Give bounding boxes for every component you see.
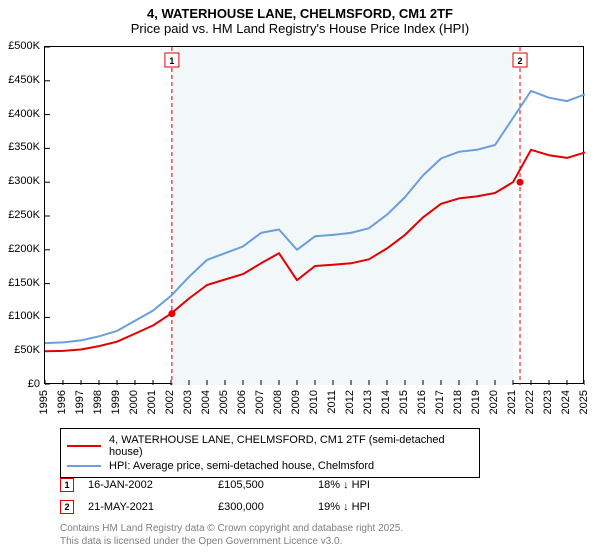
y-tick-label: £150K [8,277,40,289]
y-tick-label: £50K [14,344,40,356]
x-tick-label: 1999 [110,390,122,414]
y-tick-label: £450K [8,74,40,86]
x-tick-label: 2005 [218,390,230,414]
x-tick-label: 1995 [38,390,50,414]
legend-swatch-price-paid [67,445,101,447]
x-tick-label: 2024 [560,390,572,414]
x-tick-label: 2009 [290,390,302,414]
title-line2: Price paid vs. HM Land Registry's House … [0,21,600,36]
x-tick-label: 2000 [128,390,140,414]
legend-row: 4, WATERHOUSE LANE, CHELMSFORD, CM1 2TF … [67,433,473,459]
legend-label: 4, WATERHOUSE LANE, CHELMSFORD, CM1 2TF … [109,434,473,458]
plot-area: 12 [44,46,584,384]
x-tick-label: 2008 [272,390,284,414]
x-tick-label: 2002 [164,390,176,414]
x-tick-label: 2016 [416,390,428,414]
data-table: 1 16-JAN-2002 £105,500 18% ↓ HPI 2 21-MA… [60,474,438,518]
x-tick-label: 1997 [74,390,86,414]
x-tick-label: 2004 [200,390,212,414]
table-row: 2 21-MAY-2021 £300,000 19% ↓ HPI [60,496,438,518]
legend-label: HPI: Average price, semi-detached house,… [109,460,374,472]
x-tick-label: 2022 [524,390,536,414]
x-tick-label: 2007 [254,390,266,414]
legend-row: HPI: Average price, semi-detached house,… [67,459,473,473]
y-tick-label: £100K [8,310,40,322]
title-line1: 4, WATERHOUSE LANE, CHELMSFORD, CM1 2TF [0,6,600,21]
x-tick-label: 2023 [542,390,554,414]
x-tick-label: 2012 [344,390,356,414]
marker-badge-2: 2 [60,500,74,514]
chart-container: 4, WATERHOUSE LANE, CHELMSFORD, CM1 2TF … [0,0,600,560]
x-tick-label: 2011 [326,390,338,414]
x-tick-label: 2018 [452,390,464,414]
svg-text:1: 1 [169,56,174,66]
x-tick-label: 2013 [362,390,374,414]
y-tick-label: £300K [8,175,40,187]
cell-date: 16-JAN-2002 [88,479,218,491]
y-tick-label: £500K [8,40,40,52]
chart-svg: 12 [45,47,585,385]
x-tick-label: 2010 [308,390,320,414]
x-tick-label: 2019 [470,390,482,414]
x-tick-label: 2020 [488,390,500,414]
marker-badge-1: 1 [60,478,74,492]
y-tick-label: £350K [8,141,40,153]
y-axis: £0£50K£100K£150K£200K£250K£300K£350K£400… [0,46,42,384]
y-tick-label: £400K [8,108,40,120]
x-tick-label: 2001 [146,390,158,414]
x-tick-label: 1998 [92,390,104,414]
legend: 4, WATERHOUSE LANE, CHELMSFORD, CM1 2TF … [60,428,480,478]
footer-line2: This data is licensed under the Open Gov… [60,535,403,548]
x-tick-label: 2025 [578,390,590,414]
svg-text:2: 2 [518,56,523,66]
cell-price: £105,500 [218,479,318,491]
x-tick-label: 2006 [236,390,248,414]
footer-line1: Contains HM Land Registry data © Crown c… [60,522,403,535]
x-tick-label: 2003 [182,390,194,414]
x-tick-label: 2017 [434,390,446,414]
cell-date: 21-MAY-2021 [88,501,218,513]
cell-price: £300,000 [218,501,318,513]
cell-diff: 18% ↓ HPI [318,479,438,491]
x-tick-label: 2015 [398,390,410,414]
cell-diff: 19% ↓ HPI [318,501,438,513]
table-row: 1 16-JAN-2002 £105,500 18% ↓ HPI [60,474,438,496]
title-block: 4, WATERHOUSE LANE, CHELMSFORD, CM1 2TF … [0,0,600,38]
legend-swatch-hpi [67,465,101,467]
y-tick-label: £200K [8,243,40,255]
x-tick-label: 2014 [380,390,392,414]
x-tick-label: 2021 [506,390,518,414]
x-axis: 1995199619971998199920002001200220032004… [44,386,584,426]
x-tick-label: 1996 [56,390,68,414]
footer: Contains HM Land Registry data © Crown c… [60,522,403,548]
y-tick-label: £250K [8,209,40,221]
y-tick-label: £0 [28,378,40,390]
